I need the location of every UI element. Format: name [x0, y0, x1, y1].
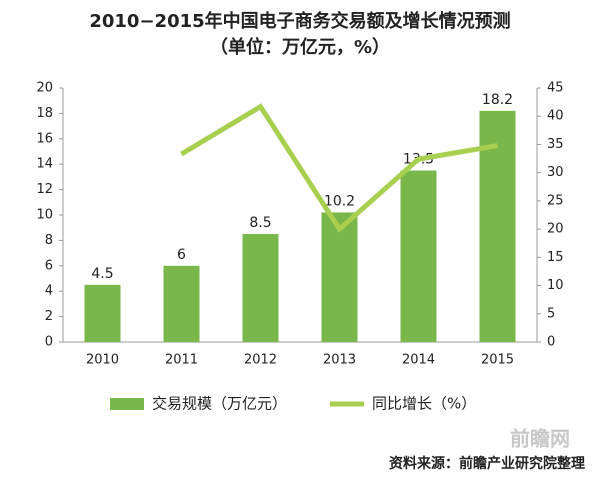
y-tick-label: 8: [45, 233, 53, 248]
legend-swatch: [110, 398, 144, 410]
y-tick-label: 12: [36, 182, 53, 197]
y2-tick-label: 40: [547, 109, 564, 124]
bar: [84, 284, 121, 342]
legend-label: 同比增长（%）: [372, 395, 476, 413]
x-tick-label: 2013: [323, 353, 356, 368]
watermark: 前瞻网: [510, 427, 570, 451]
y2-tick-label: 5: [547, 306, 555, 321]
data-label: 10.2: [324, 193, 355, 209]
bar: [242, 234, 279, 342]
bar: [321, 212, 358, 342]
y-tick-label: 20: [36, 81, 53, 96]
data-label: 6: [177, 247, 186, 263]
y-tick-label: 18: [36, 106, 53, 121]
x-tick-label: 2014: [402, 353, 435, 368]
chart-title: 2010−2015年中国电子商务交易额及增长情况预测: [89, 10, 510, 32]
y-tick-label: 2: [45, 309, 53, 324]
y2-tick-label: 30: [547, 165, 564, 180]
bar: [163, 265, 200, 342]
y-tick-label: 16: [36, 131, 53, 146]
data-label: 4.5: [91, 266, 113, 282]
y-tick-label: 10: [36, 208, 53, 223]
y2-tick-label: 0: [547, 335, 555, 350]
source-note: 资料来源：前瞻产业研究院整理: [389, 455, 585, 472]
line: [180, 103, 498, 233]
y2-tick-label: 10: [547, 278, 564, 293]
y2-tick-label: 45: [547, 81, 564, 96]
y-tick-label: 0: [45, 335, 53, 350]
y-tick-label: 4: [45, 284, 53, 299]
y2-tick-label: 25: [547, 193, 564, 208]
y2-tick-label: 20: [547, 222, 564, 237]
bar: [400, 170, 437, 342]
data-label: 8.5: [249, 215, 271, 231]
chart-subtitle: （单位：万亿元，%）: [210, 36, 390, 58]
y2-tick-label: 15: [547, 250, 564, 265]
y2-tick-label: 35: [547, 137, 564, 152]
y-tick-label: 6: [45, 258, 53, 273]
x-tick-label: 2012: [244, 353, 277, 368]
legend-label: 交易规模（万亿元）: [152, 395, 287, 413]
x-tick-label: 2011: [165, 353, 198, 368]
y-tick-label: 14: [36, 157, 53, 172]
data-label: 18.2: [482, 92, 513, 108]
x-tick-label: 2010: [86, 353, 119, 368]
x-tick-label: 2015: [481, 353, 514, 368]
